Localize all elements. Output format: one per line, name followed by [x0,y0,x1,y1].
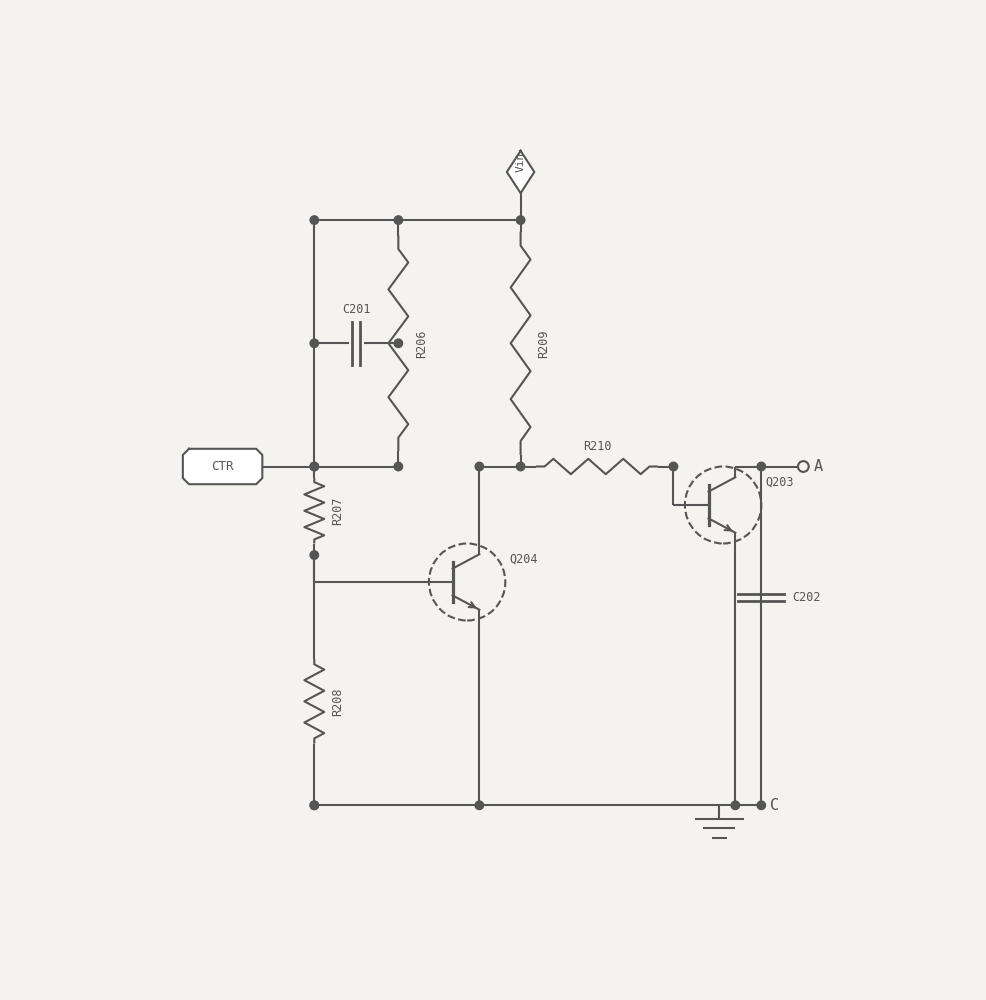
Circle shape [757,462,765,471]
Text: Vin: Vin [516,151,526,172]
Text: R207: R207 [331,497,344,525]
Circle shape [310,801,318,810]
Text: R208: R208 [331,687,344,716]
Circle shape [517,216,525,224]
Text: C201: C201 [342,303,371,316]
Text: C202: C202 [792,591,820,604]
Text: R206: R206 [415,329,428,358]
Circle shape [310,216,318,224]
Circle shape [310,462,318,471]
Circle shape [732,801,740,810]
Circle shape [310,801,318,810]
Text: R210: R210 [583,440,611,453]
Circle shape [394,339,402,348]
Circle shape [310,339,318,348]
Circle shape [310,551,318,559]
Circle shape [394,216,402,224]
Text: Q204: Q204 [509,552,537,565]
Text: A: A [813,459,822,474]
Circle shape [394,462,402,471]
Circle shape [757,801,765,810]
Circle shape [475,462,483,471]
Polygon shape [507,151,534,193]
Text: R209: R209 [537,329,550,358]
Text: C: C [770,798,780,813]
Circle shape [517,462,525,471]
Circle shape [669,462,677,471]
Text: Q203: Q203 [765,475,794,488]
Polygon shape [182,449,262,484]
Circle shape [310,462,318,471]
Circle shape [475,801,483,810]
Text: CTR: CTR [211,460,234,473]
